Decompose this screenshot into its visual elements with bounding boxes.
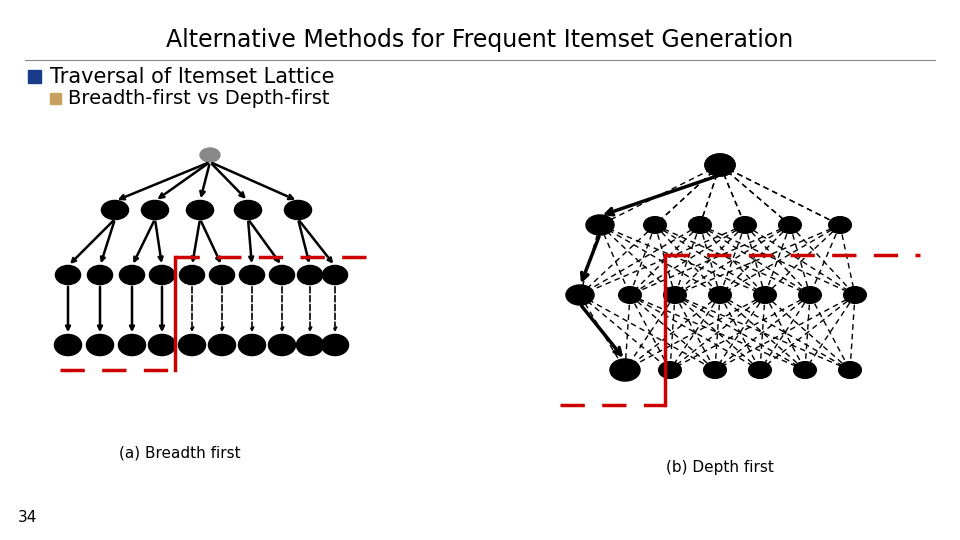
Text: (a) Breadth first: (a) Breadth first <box>119 445 241 460</box>
Ellipse shape <box>659 362 681 378</box>
Ellipse shape <box>179 335 205 355</box>
Bar <box>50 93 61 104</box>
Ellipse shape <box>619 287 641 303</box>
Ellipse shape <box>829 217 851 233</box>
Ellipse shape <box>323 266 347 284</box>
Ellipse shape <box>240 266 264 284</box>
Ellipse shape <box>794 362 816 378</box>
Ellipse shape <box>56 266 80 284</box>
Ellipse shape <box>285 201 311 219</box>
Ellipse shape <box>200 148 220 162</box>
Ellipse shape <box>754 287 776 303</box>
Ellipse shape <box>149 335 175 355</box>
Bar <box>28 70 41 83</box>
Ellipse shape <box>689 217 711 233</box>
Ellipse shape <box>119 335 145 355</box>
Ellipse shape <box>322 335 348 355</box>
Text: 34: 34 <box>18 510 37 525</box>
Text: Breadth-first vs Depth-first: Breadth-first vs Depth-first <box>68 90 329 109</box>
Ellipse shape <box>210 266 234 284</box>
Ellipse shape <box>180 266 204 284</box>
Ellipse shape <box>706 155 734 175</box>
Ellipse shape <box>587 216 613 234</box>
Ellipse shape <box>270 266 294 284</box>
Ellipse shape <box>749 362 771 378</box>
Ellipse shape <box>644 217 666 233</box>
Ellipse shape <box>297 335 323 355</box>
Text: Traversal of Itemset Lattice: Traversal of Itemset Lattice <box>50 67 334 87</box>
Ellipse shape <box>567 286 593 304</box>
Ellipse shape <box>187 201 213 219</box>
Ellipse shape <box>709 287 731 303</box>
Ellipse shape <box>298 266 322 284</box>
Ellipse shape <box>102 201 128 219</box>
Ellipse shape <box>55 335 81 355</box>
Ellipse shape <box>239 335 265 355</box>
Ellipse shape <box>150 266 174 284</box>
Text: (b) Depth first: (b) Depth first <box>666 460 774 475</box>
Ellipse shape <box>87 335 113 355</box>
Ellipse shape <box>799 287 821 303</box>
Ellipse shape <box>269 335 295 355</box>
Ellipse shape <box>209 335 235 355</box>
Ellipse shape <box>142 201 168 219</box>
Ellipse shape <box>844 287 866 303</box>
Ellipse shape <box>734 217 756 233</box>
Ellipse shape <box>839 362 861 378</box>
Text: Alternative Methods for Frequent Itemset Generation: Alternative Methods for Frequent Itemset… <box>166 28 794 52</box>
Ellipse shape <box>664 287 686 303</box>
Ellipse shape <box>88 266 112 284</box>
Ellipse shape <box>704 362 726 378</box>
Ellipse shape <box>120 266 144 284</box>
Ellipse shape <box>779 217 801 233</box>
Ellipse shape <box>611 360 639 380</box>
Ellipse shape <box>706 155 734 175</box>
Ellipse shape <box>235 201 261 219</box>
